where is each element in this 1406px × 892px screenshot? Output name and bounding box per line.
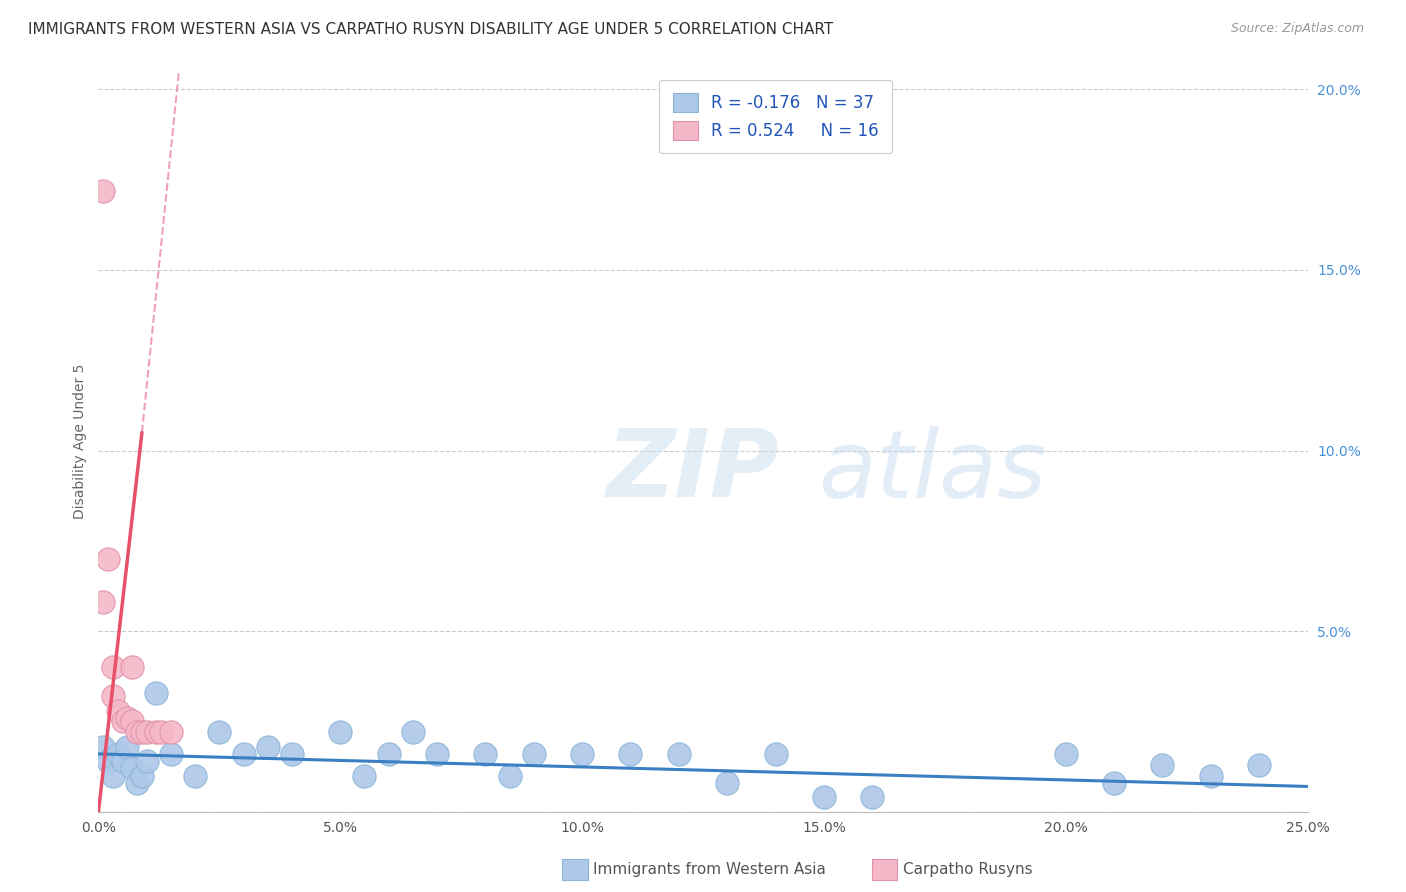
Point [131, 725, 153, 739]
Text: Source: ZipAtlas.com: Source: ZipAtlas.com [1230, 22, 1364, 36]
Point [121, 714, 143, 729]
Point [145, 685, 167, 699]
Point [117, 739, 139, 754]
Point [101, 689, 124, 703]
Point [1249, 757, 1271, 772]
Point [426, 747, 449, 761]
Legend: R = -0.176   N = 37, R = 0.524     N = 16: R = -0.176 N = 37, R = 0.524 N = 16 [659, 79, 891, 153]
Point [101, 660, 124, 674]
Point [765, 747, 787, 761]
Point [474, 747, 496, 761]
Point [1102, 776, 1125, 790]
Point [107, 704, 129, 718]
Point [571, 747, 593, 761]
Point [1054, 747, 1077, 761]
Point [101, 769, 124, 783]
Point [498, 769, 520, 783]
Point [619, 747, 641, 761]
Point [281, 747, 304, 761]
Point [131, 769, 153, 783]
Point [117, 711, 139, 725]
Point [353, 769, 375, 783]
Point [813, 790, 835, 805]
Point [91, 184, 114, 198]
Point [860, 790, 883, 805]
Point [208, 725, 231, 739]
Text: Immigrants from Western Asia: Immigrants from Western Asia [593, 863, 827, 877]
Y-axis label: Disability Age Under 5: Disability Age Under 5 [73, 364, 87, 519]
Point [127, 776, 149, 790]
Point [668, 747, 690, 761]
Point [1199, 769, 1222, 783]
Point [145, 725, 167, 739]
Point [160, 747, 183, 761]
Point [232, 747, 254, 761]
Point [160, 725, 183, 739]
Point [402, 725, 425, 739]
Point [121, 660, 143, 674]
Point [121, 761, 143, 775]
Point [329, 725, 352, 739]
Point [150, 725, 173, 739]
Point [91, 595, 114, 609]
Point [1152, 757, 1174, 772]
Point [107, 747, 129, 761]
Point [97, 552, 120, 566]
Text: Carpatho Rusyns: Carpatho Rusyns [903, 863, 1032, 877]
Point [111, 714, 134, 729]
Point [377, 747, 399, 761]
Text: IMMIGRANTS FROM WESTERN ASIA VS CARPATHO RUSYN DISABILITY AGE UNDER 5 CORRELATIO: IMMIGRANTS FROM WESTERN ASIA VS CARPATHO… [28, 22, 834, 37]
Point [97, 754, 120, 768]
Point [523, 747, 546, 761]
Point [135, 725, 157, 739]
Point [127, 725, 149, 739]
Text: ZIP: ZIP [606, 425, 779, 517]
Point [184, 769, 207, 783]
Point [135, 754, 157, 768]
Point [256, 739, 278, 754]
Point [716, 776, 738, 790]
Point [111, 754, 134, 768]
Text: atlas: atlas [818, 425, 1046, 516]
Point [91, 739, 114, 754]
